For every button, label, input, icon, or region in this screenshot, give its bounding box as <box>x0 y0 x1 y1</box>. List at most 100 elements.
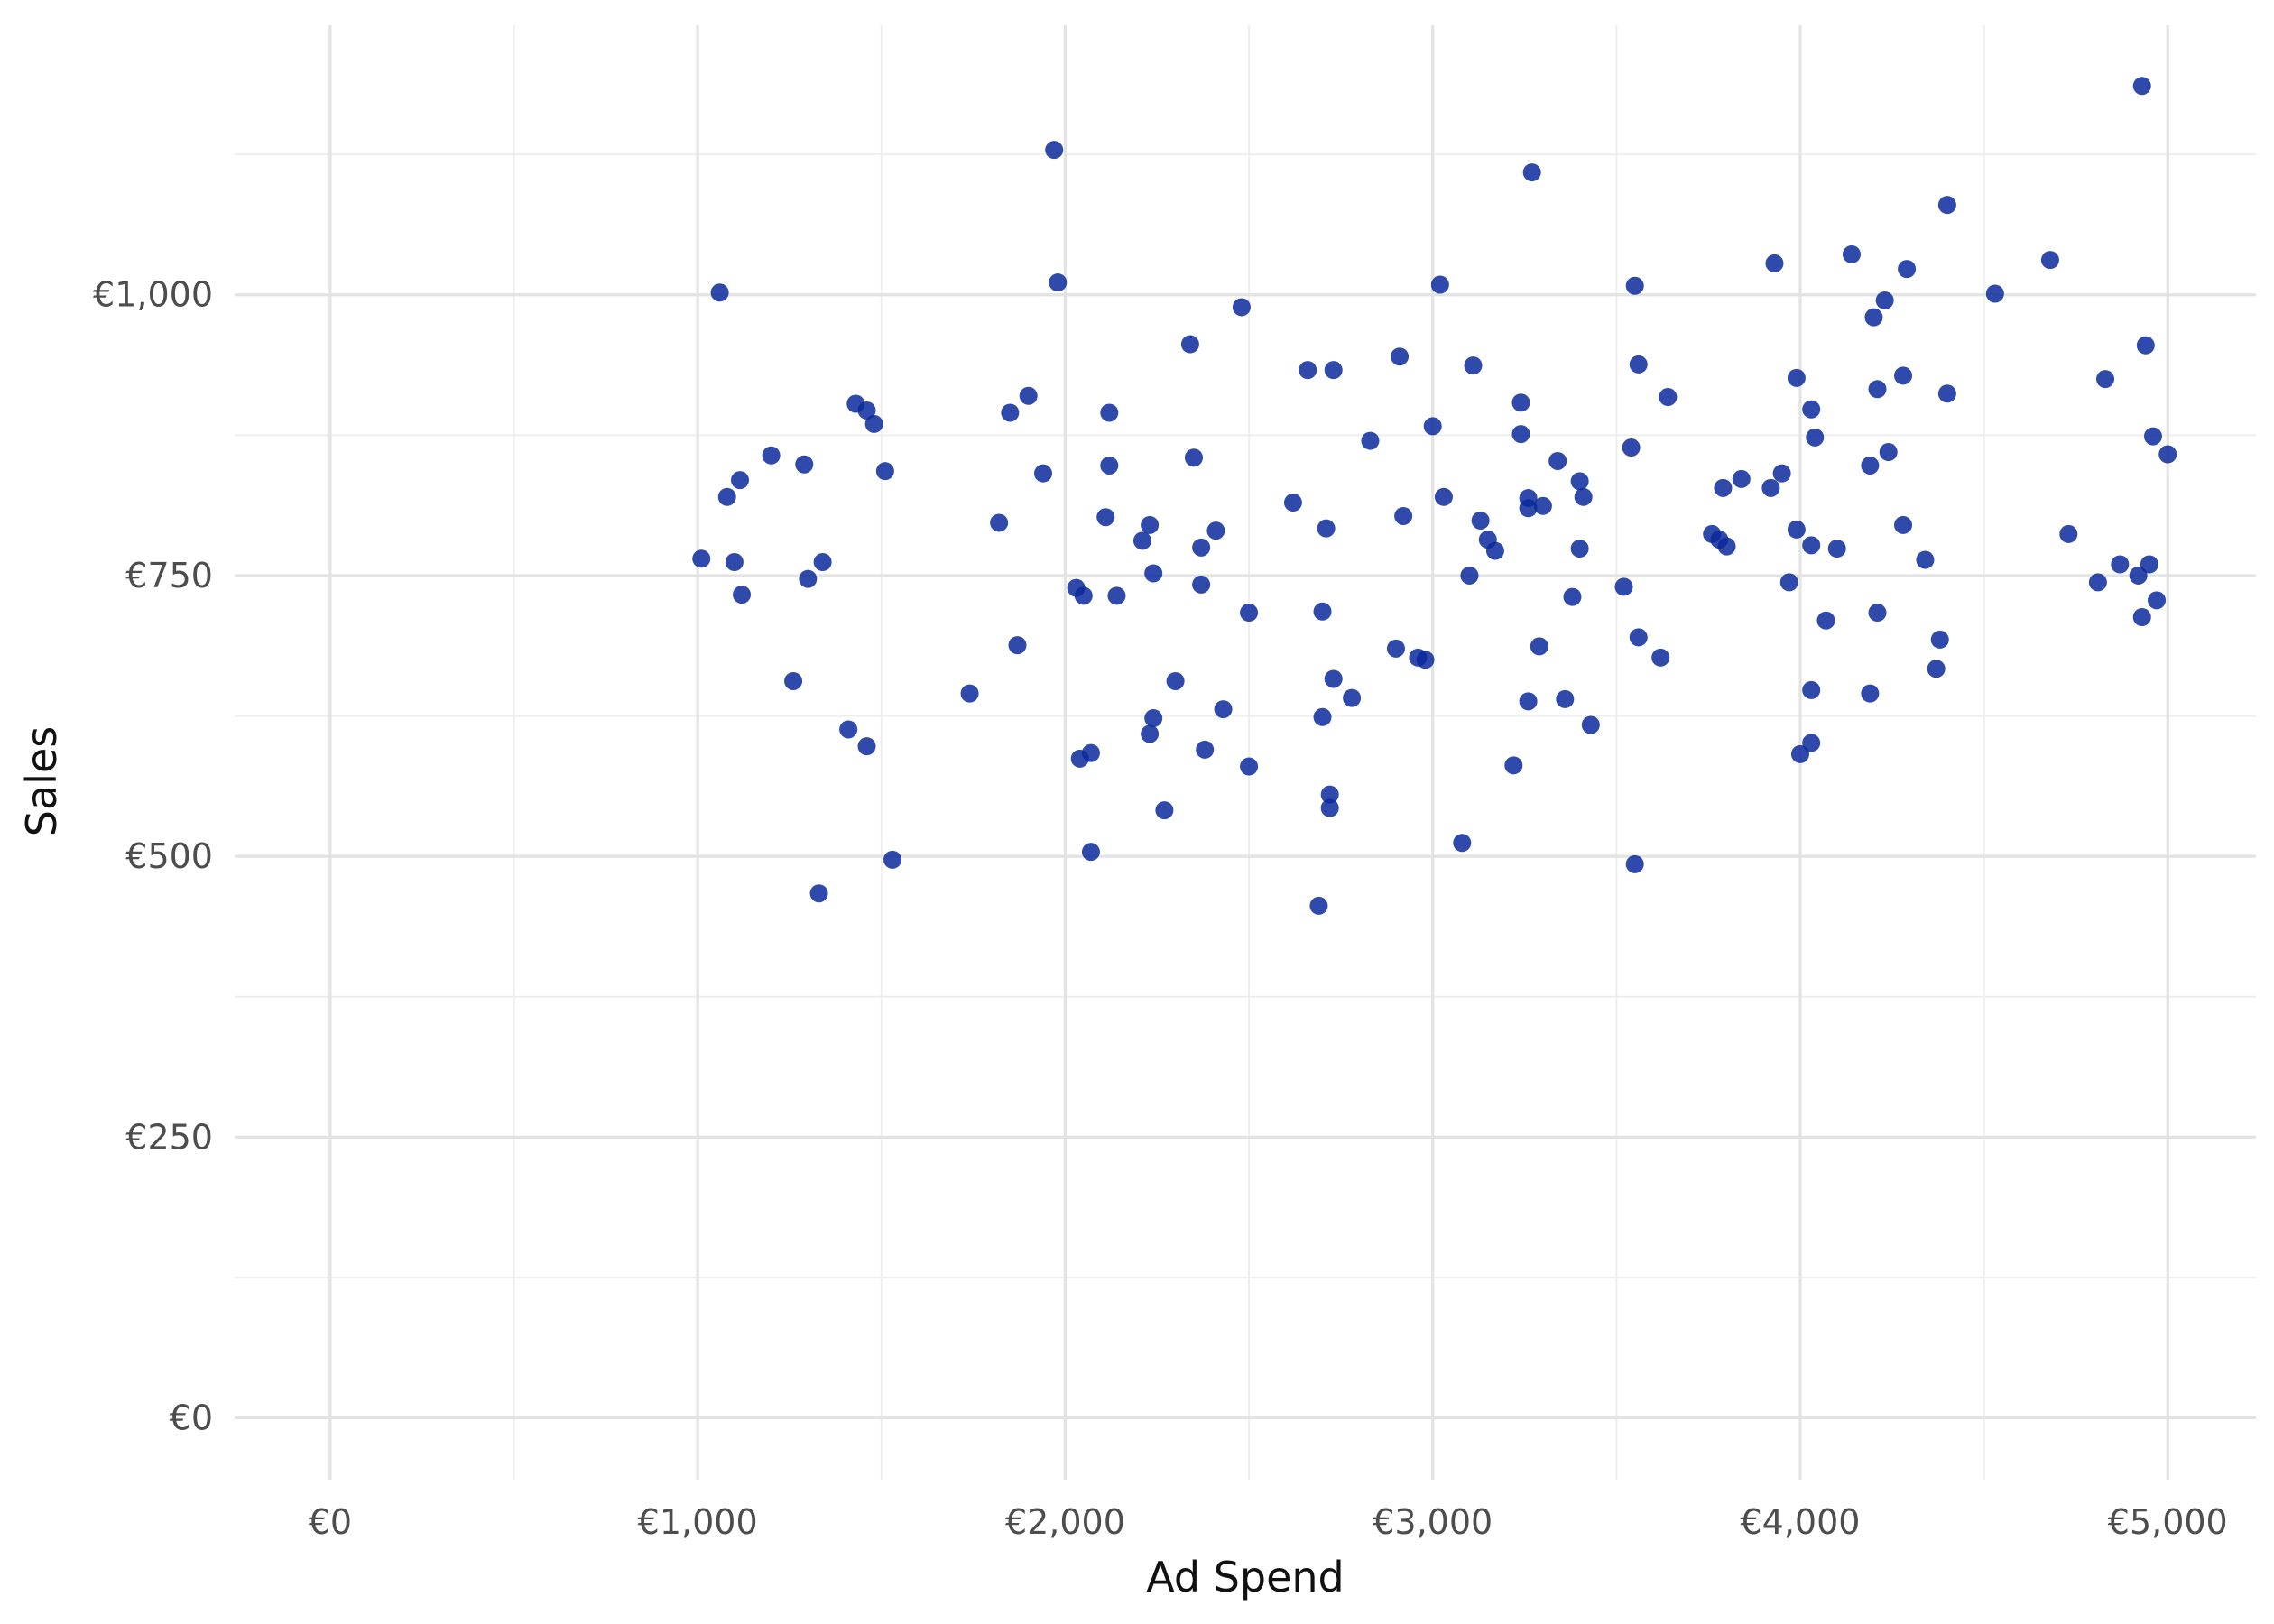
scatter-point <box>1827 540 1846 558</box>
scatter-point <box>813 553 832 572</box>
scatter-point <box>717 487 736 506</box>
y-axis-tick-labels: €0 €250 €500 €750 €1,000 <box>93 275 213 1438</box>
scatter-point <box>1614 577 1633 596</box>
scatter-point <box>1765 254 1784 272</box>
scatter-point <box>1155 801 1174 820</box>
scatter-point <box>1132 531 1151 550</box>
scatter-point <box>1166 671 1185 690</box>
scatter-point <box>1299 361 1317 380</box>
scatter-point <box>1530 637 1548 656</box>
scatter-point <box>1324 669 1343 688</box>
scatter-point <box>1504 756 1523 775</box>
scatter-point <box>1141 724 1160 743</box>
scatter-point <box>1034 464 1052 483</box>
scatter-point <box>1717 537 1736 556</box>
scatter-point <box>1206 521 1225 540</box>
scatter-point <box>1144 564 1163 583</box>
scatter-point <box>839 720 858 739</box>
scatter-point <box>1916 550 1935 569</box>
scatter-point <box>1464 356 1483 375</box>
scatter-point <box>2132 77 2151 96</box>
scatter-point <box>1937 384 1956 403</box>
x-tick-label: €3,000 <box>1373 1502 1493 1542</box>
scatter-point <box>1081 843 1100 862</box>
scatter-point <box>1283 494 1302 512</box>
scatter-point <box>1574 487 1593 506</box>
scatter-point <box>1625 276 1644 295</box>
scatter-point <box>1232 298 1251 317</box>
scatter-point <box>883 850 902 869</box>
scatter-point <box>1511 425 1530 444</box>
scatter-point <box>733 586 752 604</box>
scatter-point <box>1430 275 1449 294</box>
scatter-point <box>1471 511 1490 530</box>
scatter-point <box>1898 260 1917 279</box>
scatter-point <box>1864 308 1883 327</box>
scatter-point <box>1802 536 1821 555</box>
scatter-point <box>1802 400 1821 419</box>
scatter-point <box>1714 478 1733 497</box>
x-axis-title: Ad Spend <box>1146 1553 1345 1601</box>
scatter-point <box>1100 403 1119 422</box>
scatter-point <box>1816 611 1835 630</box>
scatter-point <box>2143 427 2162 446</box>
scatter-point <box>1001 403 1020 422</box>
scatter-point <box>1548 451 1567 470</box>
x-tick-label: €5,000 <box>2108 1502 2228 1542</box>
scatter-point <box>2096 370 2115 389</box>
scatter-point <box>1802 734 1821 752</box>
scatter-point <box>784 671 803 690</box>
scatter-point <box>2040 251 2059 270</box>
scatter-point <box>1141 515 1160 534</box>
scatter-point <box>2158 445 2177 464</box>
scatter-point <box>1787 520 1806 539</box>
scatter-point <box>1581 715 1600 734</box>
scatter-point <box>1240 757 1259 776</box>
scatter-point <box>799 569 818 588</box>
scatter-point <box>1843 245 1861 263</box>
scatter-point <box>857 737 876 756</box>
scatter-point <box>2129 566 2148 585</box>
scatter-point <box>1317 519 1336 538</box>
scatter-point <box>1519 692 1538 711</box>
scatter-point <box>1180 335 1199 354</box>
scatter-point <box>1343 688 1362 707</box>
scatter-point <box>692 549 711 568</box>
scatter-point <box>1868 380 1887 399</box>
scatter-point <box>1192 575 1211 594</box>
x-tick-label: €1,000 <box>638 1502 758 1542</box>
scatter-point <box>1629 355 1648 374</box>
scatter-point <box>1806 428 1825 447</box>
scatter-point <box>864 414 883 433</box>
scatter-point <box>1894 366 1913 385</box>
scatter-point <box>1894 515 1913 534</box>
scatter-point <box>1570 472 1589 491</box>
scatter-point <box>1019 386 1038 405</box>
y-tick-label: €500 <box>125 836 213 876</box>
scatter-point <box>731 471 749 490</box>
scatter-point <box>1985 284 2004 303</box>
y-axis-title: Sales <box>17 726 66 836</box>
scatter-point <box>1081 743 1100 762</box>
scatter-point <box>710 283 729 302</box>
scatter-point <box>1309 896 1328 915</box>
scatter-point <box>725 553 744 572</box>
scatter-point <box>2140 555 2158 574</box>
scatter-point <box>1861 684 1880 703</box>
scatter-point <box>2059 524 2078 543</box>
scatter-point <box>1556 689 1575 708</box>
grid <box>235 25 2256 1480</box>
scatter-point <box>2136 336 2155 355</box>
scatter-point <box>1192 538 1211 557</box>
scatter-point <box>1563 587 1582 606</box>
scatter-point <box>1434 487 1453 506</box>
scatter-point <box>1144 709 1163 728</box>
scatter-point <box>1416 651 1435 669</box>
scatter-point <box>1049 273 1068 292</box>
scatter-point <box>1045 141 1064 160</box>
scatter-point <box>1930 630 1949 649</box>
scatter-point <box>875 462 894 481</box>
scatter-point <box>1625 854 1644 873</box>
scatter-point <box>1861 456 1880 475</box>
scatter-point <box>1868 604 1887 623</box>
